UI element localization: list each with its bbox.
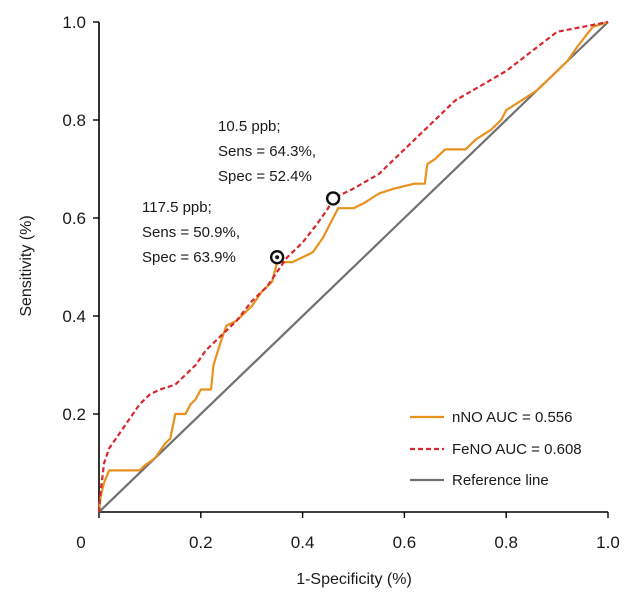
legend-label-reference: Reference line (452, 472, 549, 489)
series-line-reference (98, 21, 609, 513)
y-tick-label: 0.8 (62, 111, 86, 130)
annotation-line: Sens = 64.3%, (218, 143, 316, 160)
annotation-line: 117.5 ppb; (142, 199, 212, 216)
annotation-117-5: 117.5 ppb; Sens = 50.9%, Spec = 63.9% (142, 199, 240, 266)
x-ticks: 0 0.2 0.4 0.6 0.8 1.0 (76, 512, 620, 552)
annotation-line: Sens = 50.9%, (142, 224, 240, 241)
y-tick-label: 0.4 (62, 307, 86, 326)
legend-label-nno: nNO AUC = 0.556 (452, 409, 572, 426)
y-tick-label: 1.0 (62, 13, 86, 32)
x-tick-label: 1.0 (596, 533, 620, 552)
x-tick-label: 0.8 (494, 533, 518, 552)
marker-layer (269, 191, 341, 265)
cutoff-marker-dot (275, 255, 280, 260)
legend-label-feno: FeNO AUC = 0.608 (452, 441, 582, 458)
annotation-10-5: 10.5 ppb; Sens = 64.3%, Spec = 52.4% (218, 118, 316, 185)
annotation-line: 10.5 ppb; (218, 118, 281, 135)
x-tick-label: 0.2 (189, 533, 213, 552)
x-tick-label: 0 (76, 533, 85, 552)
y-ticks: 0.2 0.4 0.6 0.8 1.0 (62, 13, 99, 424)
annotation-line: Spec = 63.9% (142, 249, 236, 266)
y-tick-label: 0.6 (62, 209, 86, 228)
series-line-nno (97, 20, 609, 513)
x-axis-label: 1-Specificity (%) (296, 571, 412, 588)
annotation-line: Spec = 52.4% (218, 168, 312, 185)
x-tick-label: 0.6 (393, 533, 417, 552)
cutoff-marker (325, 191, 341, 206)
y-tick-label: 0.2 (62, 405, 86, 424)
x-tick-label: 0.4 (291, 533, 315, 552)
y-axis-label: Sensitivity (%) (18, 215, 35, 316)
series-line-feno (97, 20, 609, 513)
legend: nNO AUC = 0.556 FeNO AUC = 0.608 Referen… (410, 409, 582, 489)
series-layer (97, 20, 609, 513)
